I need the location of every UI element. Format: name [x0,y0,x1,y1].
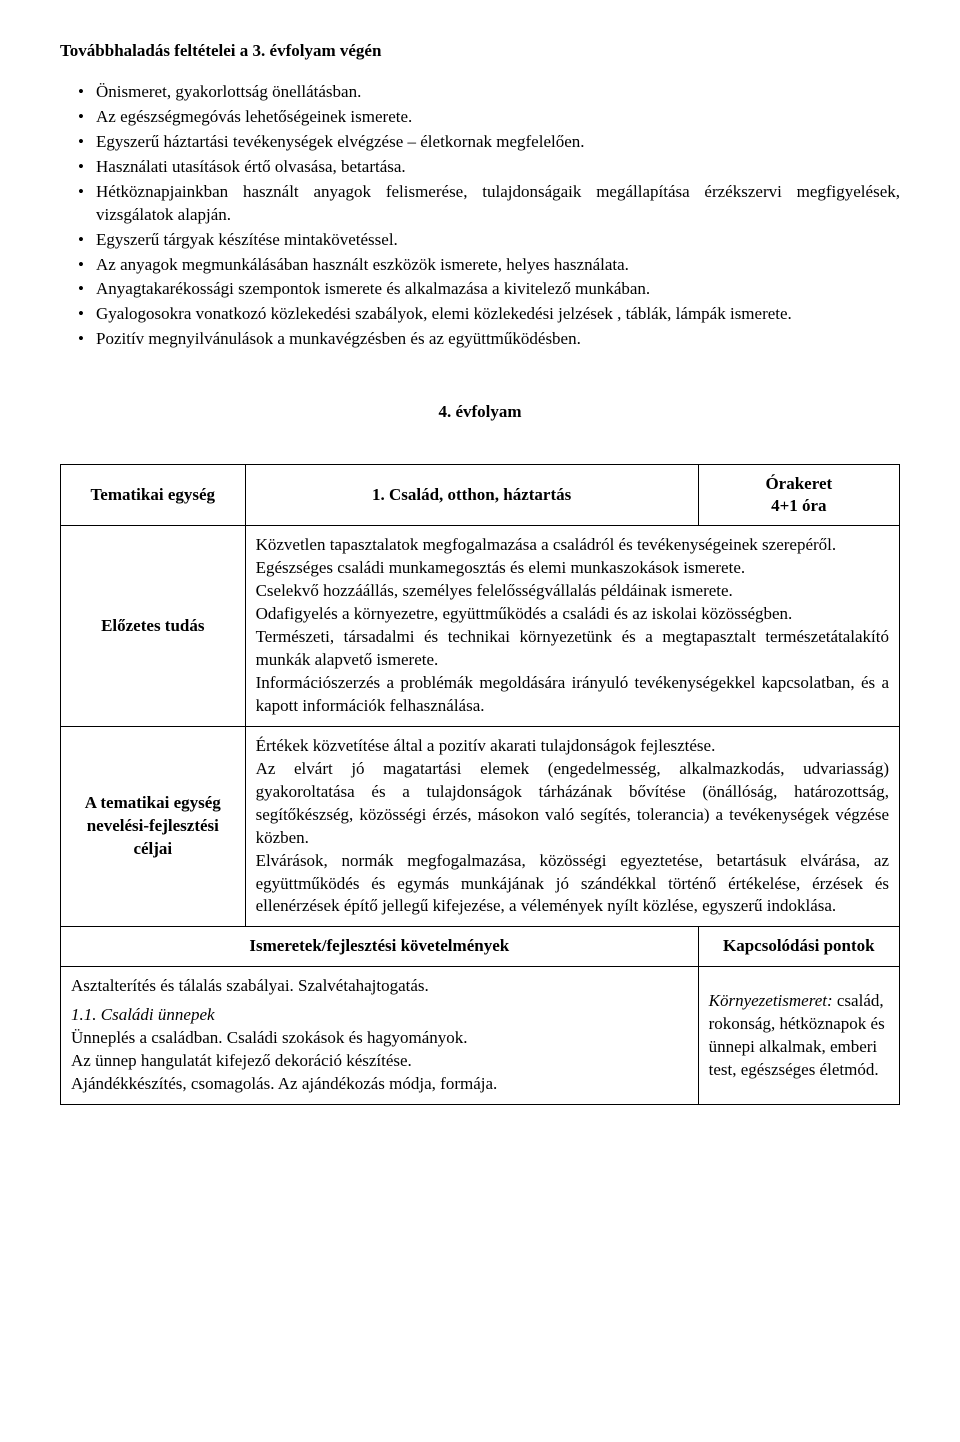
ismeretek-line: Asztalterítés és tálalás szabályai. Szal… [71,975,688,998]
orakeret-cell: Órakeret 4+1 óra [698,465,899,526]
row-label-celjai: A tematikai egység nevelési-fejlesztési … [61,726,246,927]
list-item: Pozitív megnyilvánulások a munkavégzésbe… [60,328,900,351]
curriculum-table: Tematikai egység 1. Család, otthon, házt… [60,464,900,1105]
ismeretek-line: Ajándékkészítés, csomagolás. Az ajándéko… [71,1073,688,1096]
list-item: Egyszerű tárgyak készítése mintakövetéss… [60,229,900,252]
ismeretek-cell: Asztalterítés és tálalás szabályai. Szal… [61,967,699,1105]
orakeret-label: Órakeret [765,474,832,493]
ismeretek-line: Ünneplés a családban. Családi szokások é… [71,1027,688,1050]
list-item: Használati utasítások értő olvasása, bet… [60,156,900,179]
section-title: 1.1. Családi ünnepek [71,1004,688,1027]
elozetes-content: Közvetlen tapasztalatok megfogalmazása a… [245,526,899,727]
list-item: Hétköznapjainkban használt anyagok felis… [60,181,900,227]
row-label-elozetes: Előzetes tudás [61,526,246,727]
kapcsolodasi-cell: Környezetismeret: család, rokonság, hétk… [698,967,899,1105]
page-heading: Továbbhaladás feltételei a 3. évfolyam v… [60,40,900,63]
list-item: Önismeret, gyakorlottság önellátásban. [60,81,900,104]
topic-title: 1. Család, otthon, háztartás [245,465,698,526]
bullet-list: Önismeret, gyakorlottság önellátásban. A… [60,81,900,351]
celjai-content: Értékek közvetítése által a pozitív akar… [245,726,899,927]
orakeret-value: 4+1 óra [771,496,826,515]
subheader-right: Kapcsolódási pontok [698,927,899,967]
kapcsolodasi-label: Környezetismeret: [709,991,833,1010]
list-item: Gyalogosokra vonatkozó közlekedési szabá… [60,303,900,326]
list-item: Anyagtakarékossági szempontok ismerete é… [60,278,900,301]
list-item: Az egészségmegóvás lehetőségeinek ismere… [60,106,900,129]
subheader-left: Ismeretek/fejlesztési követelmények [61,927,699,967]
ismeretek-line: Az ünnep hangulatát kifejező dekoráció k… [71,1050,688,1073]
list-item: Egyszerű háztartási tevékenységek elvégz… [60,131,900,154]
row-label-tematikai: Tematikai egység [61,465,246,526]
grade-title: 4. évfolyam [60,401,900,424]
list-item: Az anyagok megmunkálásában használt eszk… [60,254,900,277]
